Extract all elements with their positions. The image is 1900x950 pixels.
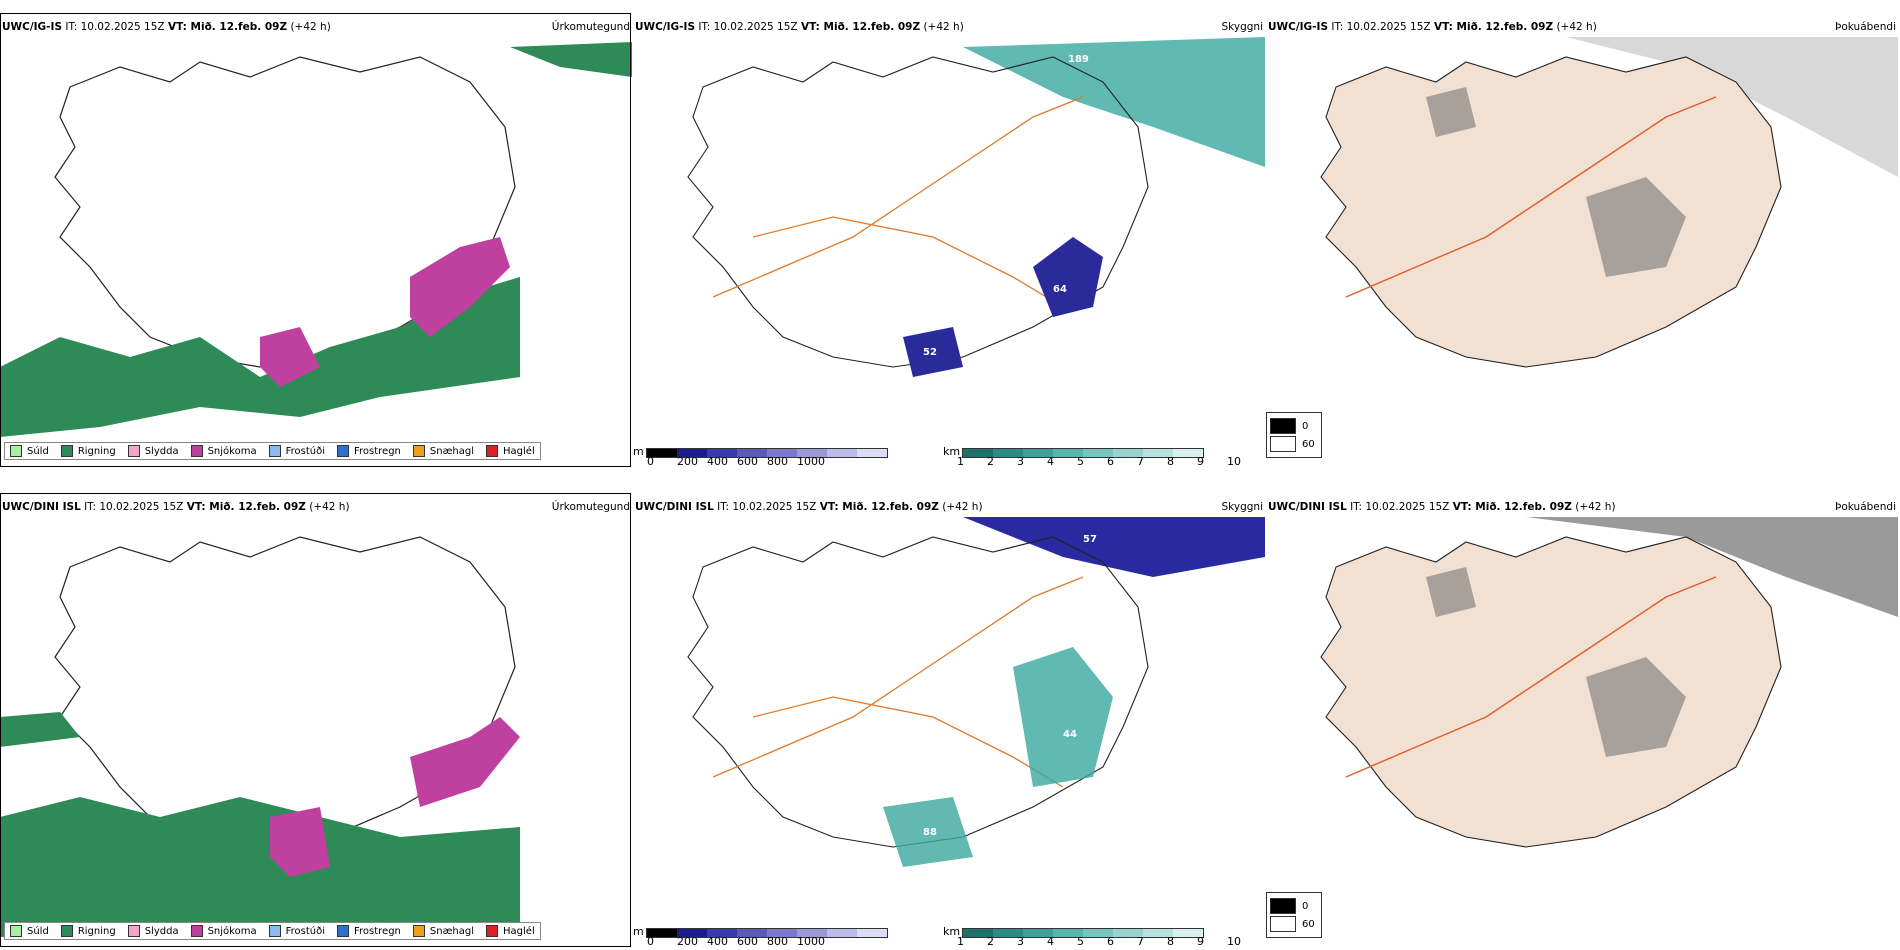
panel-precip-type-igis: UWC/IG-IS IT: 10.02.2025 15Z VT: Mið. 12… [0,13,632,468]
panel-header: UWC/IG-IS IT: 10.02.2025 15Z VT: Mið. 12… [635,21,1263,33]
precip-map [0,42,632,437]
legend-item: Frostregn [337,445,401,457]
visibility-label: 88 [923,827,937,838]
panel-header: UWC/IG-IS IT: 10.02.2025 15Z VT: Mið. 12… [2,21,630,33]
visibility-colorbar: km 1 2 3 4 5 6 7 8 9 10 [943,925,1241,948]
precip-map [0,536,520,937]
legend-item: Snæhagl [412,445,474,457]
fog-map [1320,517,1898,848]
precip-legend: Súld Rigning Slydda Snjókoma Frostúði Fr… [4,922,541,940]
panel-fog-dini: UWC/DINI ISL IT: 10.02.2025 15Z VT: Mið.… [1266,493,1898,948]
visibility-label: 64 [1053,284,1067,295]
legend-item: Snjókoma [190,925,257,937]
panel-visibility-igis: UWC/IG-IS IT: 10.02.2025 15Z VT: Mið. 12… [633,13,1265,468]
panel-header: UWC/DINI ISL IT: 10.02.2025 15Z VT: Mið.… [1268,501,1896,513]
panel-precip-type-dini: UWC/DINI ISL IT: 10.02.2025 15Z VT: Mið.… [0,493,632,948]
panel-header: UWC/DINI ISL IT: 10.02.2025 15Z VT: Mið.… [2,501,630,513]
panel-visibility-dini: UWC/DINI ISL IT: 10.02.2025 15Z VT: Mið.… [633,493,1265,948]
legend-item: Súld [10,445,49,457]
visibility-map: 57 88 44 [687,517,1265,867]
legend-item: Slydda [127,445,179,457]
fog-legend: 0 60 [1266,892,1322,938]
legend-item: Haglél [486,445,535,457]
legend-item: Rigning [60,445,116,457]
ceiling-colorbar: m 0 200 400 600 800 1000 [633,925,888,948]
visibility-label: 52 [923,347,937,358]
legend-item: Snjókoma [190,445,257,457]
legend-item: Haglél [486,925,535,937]
panel-fog-igis: UWC/IG-IS IT: 10.02.2025 15Z VT: Mið. 12… [1266,13,1898,468]
ceiling-colorbar: m 0 200 400 600 800 1000 [633,445,888,468]
legend-item: Frostregn [337,925,401,937]
visibility-label: 189 [1068,54,1089,65]
legend-item: Slydda [127,925,179,937]
panel-header: UWC/DINI ISL IT: 10.02.2025 15Z VT: Mið.… [635,501,1263,513]
legend-item: Snæhagl [412,925,474,937]
legend-item: Rigning [60,925,116,937]
fog-legend: 0 60 [1266,412,1322,458]
panel-header: UWC/IG-IS IT: 10.02.2025 15Z VT: Mið. 12… [1268,21,1896,33]
visibility-label: 57 [1083,534,1097,545]
precip-legend: Súld Rigning Slydda Snjókoma Frostúði Fr… [4,442,541,460]
fog-map [1266,37,1898,368]
legend-item: Frostúði [268,925,325,937]
visibility-label: 44 [1063,729,1077,740]
visibility-map: 52 64 189 [687,37,1265,377]
visibility-colorbar: km 1 2 3 4 5 6 7 8 9 10 [943,445,1241,468]
legend-item: Súld [10,925,49,937]
legend-item: Frostúði [268,445,325,457]
